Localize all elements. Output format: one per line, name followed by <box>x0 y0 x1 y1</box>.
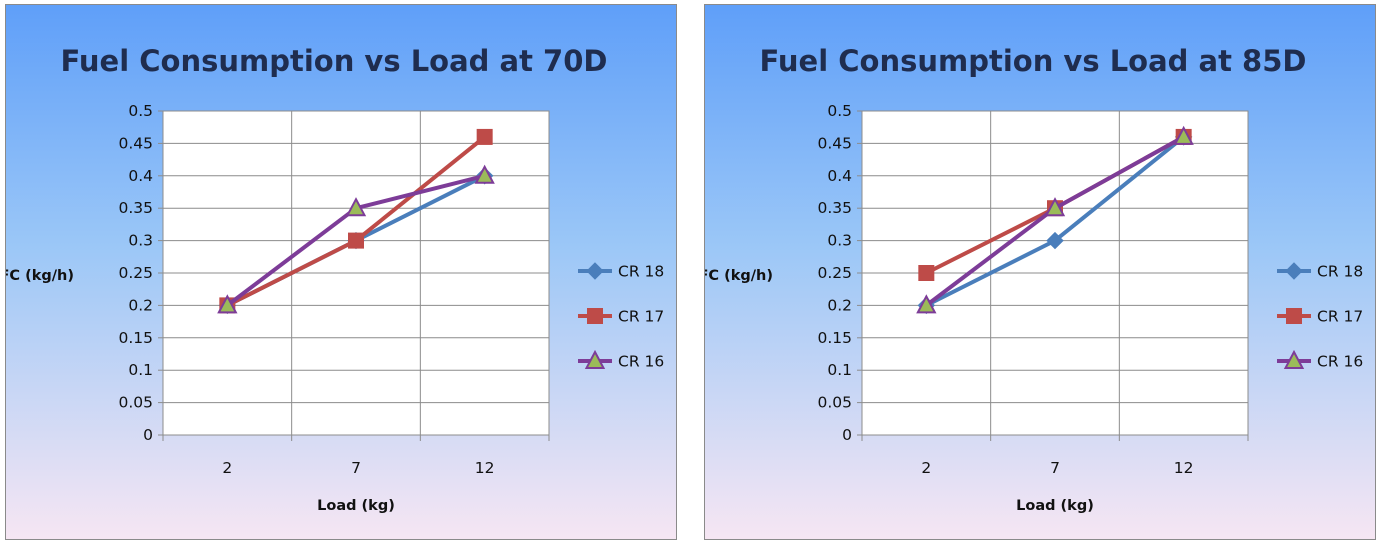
y-tick-label: 0.1 <box>827 361 852 379</box>
y-tick-label: 0.45 <box>817 134 852 152</box>
legend-marker <box>588 309 603 324</box>
x-tick-label: 7 <box>351 459 361 477</box>
y-tick-label: 0.1 <box>128 361 153 379</box>
x-axis-title: Load (kg) <box>1016 498 1094 514</box>
legend-label: CR 17 <box>1317 308 1363 326</box>
legend-label: CR 17 <box>618 308 664 326</box>
legend-label: CR 18 <box>1317 263 1363 281</box>
legend-marker <box>1287 309 1302 324</box>
y-tick-label: 0.4 <box>827 167 852 185</box>
y-tick-label: 0.05 <box>118 394 153 412</box>
legend-label: CR 18 <box>618 263 664 281</box>
x-tick-label: 2 <box>921 459 931 477</box>
chart-panel-70d: Fuel Consumption vs Load at 70D FC (kg/h… <box>5 4 677 540</box>
y-tick-label: 0.15 <box>118 329 153 347</box>
x-tick-label: 12 <box>475 459 495 477</box>
legend-item: CR 17 <box>1277 308 1363 326</box>
legend-item: CR 17 <box>578 308 664 326</box>
y-tick-label: 0.5 <box>827 102 852 120</box>
y-tick-label: 0.5 <box>128 102 153 120</box>
data-point <box>477 129 492 144</box>
x-tick-label: 7 <box>1050 459 1060 477</box>
legend-label: CR 16 <box>1317 353 1363 371</box>
chart-title: Fuel Consumption vs Load at 70D <box>61 44 608 78</box>
chart-85d: Fuel Consumption vs Load at 85D FC (kg/h… <box>705 5 1375 539</box>
y-tick-label: 0.2 <box>128 296 153 314</box>
y-tick-label: 0.4 <box>128 167 153 185</box>
y-tick-label: 0.25 <box>817 264 852 282</box>
chart-title: Fuel Consumption vs Load at 85D <box>760 44 1307 78</box>
y-tick-label: 0.35 <box>118 199 153 217</box>
data-point <box>349 233 364 248</box>
y-tick-label: 0.05 <box>817 394 852 412</box>
legend-label: CR 16 <box>618 353 664 371</box>
y-tick-label: 0.2 <box>827 296 852 314</box>
y-axis-title: FC (kg/h) <box>6 268 74 284</box>
y-tick-label: 0 <box>143 426 153 444</box>
data-point <box>919 266 934 281</box>
y-tick-label: 0.3 <box>128 232 153 250</box>
y-tick-label: 0.15 <box>817 329 852 347</box>
chart-panel-85d: Fuel Consumption vs Load at 85D FC (kg/h… <box>704 4 1376 540</box>
y-tick-label: 0 <box>842 426 852 444</box>
y-tick-label: 0.35 <box>817 199 852 217</box>
y-axis-title: FC (kg/h) <box>705 268 773 284</box>
x-tick-label: 12 <box>1174 459 1194 477</box>
y-tick-label: 0.45 <box>118 134 153 152</box>
y-tick-label: 0.25 <box>118 264 153 282</box>
y-tick-label: 0.3 <box>827 232 852 250</box>
chart-70d: Fuel Consumption vs Load at 70D FC (kg/h… <box>6 5 676 539</box>
x-axis-title: Load (kg) <box>317 498 395 514</box>
x-tick-label: 2 <box>222 459 232 477</box>
